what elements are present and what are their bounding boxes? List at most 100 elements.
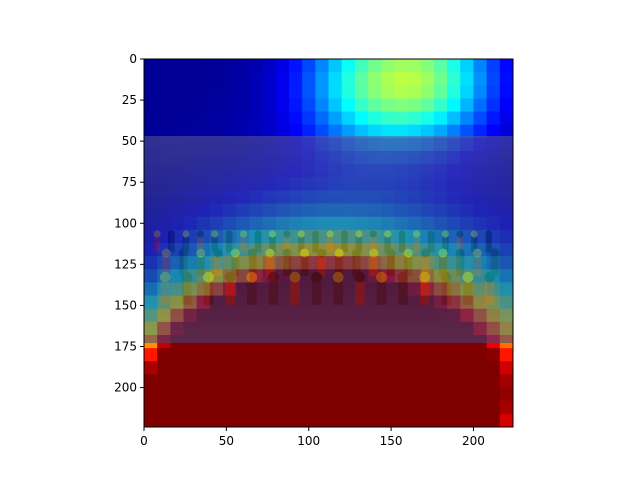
heatmap-cell bbox=[486, 111, 501, 126]
crowd-figure-body bbox=[421, 256, 430, 277]
heatmap-cell bbox=[209, 413, 224, 427]
heatmap-cell bbox=[381, 111, 395, 126]
heatmap-cell bbox=[236, 374, 251, 389]
crowd-figure-body bbox=[182, 236, 190, 253]
heatmap-cell bbox=[144, 98, 158, 113]
heatmap-cell bbox=[460, 348, 475, 362]
heatmap-cell bbox=[368, 374, 382, 389]
crowd-figure-body bbox=[240, 236, 247, 253]
crowd-figure-head bbox=[312, 230, 320, 238]
heatmap-cell bbox=[354, 98, 369, 113]
heatmap-cell bbox=[196, 72, 211, 86]
crowd-figure-head bbox=[254, 230, 262, 238]
crowd-figure-head bbox=[334, 248, 344, 258]
crowd-figure-head bbox=[283, 230, 291, 238]
heatmap-cell bbox=[288, 85, 303, 100]
heatmap-cell bbox=[407, 72, 422, 86]
crowd-figure-body bbox=[214, 256, 222, 277]
crowd-figure-body bbox=[427, 236, 435, 253]
heatmap-cell bbox=[368, 111, 382, 126]
heatmap-cell bbox=[315, 361, 330, 376]
crowd-figure-head bbox=[282, 248, 292, 258]
photo-overlay bbox=[144, 136, 513, 343]
heatmap-cell bbox=[341, 374, 356, 389]
heatmap-cell bbox=[381, 85, 395, 100]
crowd-figure-head bbox=[354, 271, 366, 283]
x-tick-label: 100 bbox=[297, 434, 320, 448]
heatmap-cell bbox=[381, 374, 395, 389]
heatmap-cell bbox=[394, 400, 409, 415]
heatmap-cell bbox=[433, 72, 448, 86]
heatmap-cell bbox=[328, 59, 343, 73]
heatmap-cell bbox=[420, 111, 435, 126]
heatmap-cell bbox=[302, 400, 316, 415]
crowd-figure-body bbox=[162, 256, 171, 277]
heatmap-cell bbox=[420, 59, 435, 73]
heatmap-cell bbox=[394, 72, 409, 86]
heatmap-cell bbox=[460, 387, 475, 402]
heatmap-cell bbox=[223, 400, 237, 415]
crowd-figure-body bbox=[254, 236, 262, 253]
heatmap-cell bbox=[183, 59, 198, 73]
heatmap-cell bbox=[170, 72, 185, 86]
heatmap-cell bbox=[236, 400, 251, 415]
heatmap-cell bbox=[144, 348, 158, 362]
heatmap-cell bbox=[447, 387, 461, 402]
heatmap-cell bbox=[223, 387, 237, 402]
heatmap-cell bbox=[315, 111, 330, 126]
heatmap-cell bbox=[249, 98, 264, 113]
heatmap-cell bbox=[460, 124, 475, 139]
heatmap-cell bbox=[341, 72, 356, 86]
heatmap-cell bbox=[381, 59, 395, 73]
heatmap-cell bbox=[341, 361, 356, 376]
crowd-figure-body bbox=[160, 280, 171, 305]
crowd-figure-head bbox=[332, 271, 344, 283]
heatmap-cell bbox=[196, 400, 211, 415]
heatmap-cell bbox=[460, 72, 475, 86]
crowd-figure-head bbox=[153, 230, 161, 238]
heatmap-cell bbox=[341, 124, 356, 139]
heatmap-cell bbox=[420, 413, 435, 427]
crowd-figure-head bbox=[268, 230, 276, 238]
heatmap-cell bbox=[262, 111, 277, 126]
heatmap-cell bbox=[236, 85, 251, 100]
heatmap-cell bbox=[368, 72, 382, 86]
crowd-figure-body bbox=[485, 236, 492, 253]
heatmap-cell bbox=[275, 98, 290, 113]
crowd-figure-body bbox=[413, 236, 420, 253]
crowd-figure-head bbox=[248, 248, 258, 258]
y-tick-label: 0 bbox=[129, 52, 137, 66]
crowd-figure-body bbox=[369, 256, 378, 277]
heatmap-cell bbox=[328, 413, 343, 427]
heatmap-cell bbox=[341, 98, 356, 113]
heatmap-cell bbox=[157, 98, 171, 113]
y-axis: 0 25 50 75 100 125 150 175 200 bbox=[114, 52, 144, 395]
crowd-figure-body bbox=[168, 236, 175, 253]
heatmap-cell bbox=[420, 98, 435, 113]
heatmap-cell bbox=[249, 361, 264, 376]
heatmap-cell bbox=[183, 98, 198, 113]
heatmap-cell bbox=[381, 348, 395, 362]
crowd-figure-head bbox=[441, 230, 449, 238]
heatmap-cell bbox=[170, 387, 185, 402]
heatmap-cell bbox=[288, 361, 303, 376]
heatmap-cell bbox=[407, 361, 422, 376]
heatmap-cell bbox=[315, 59, 330, 73]
crowd-figure-body bbox=[326, 236, 334, 253]
heatmap-cell bbox=[196, 85, 211, 100]
crowd-figure-head bbox=[484, 271, 495, 283]
heatmap-cell bbox=[499, 59, 513, 73]
heatmap-cell bbox=[460, 361, 475, 376]
crowd-figure-body bbox=[387, 256, 395, 277]
heatmap-cell bbox=[275, 59, 290, 73]
y-tick-label: 150 bbox=[114, 298, 137, 312]
heatmap-cell bbox=[368, 361, 382, 376]
heatmap-cell bbox=[420, 72, 435, 86]
heatmap-cell bbox=[183, 85, 198, 100]
crowd-figure-body bbox=[182, 280, 192, 305]
heatmap-cell bbox=[262, 98, 277, 113]
heatmap-cell bbox=[328, 98, 343, 113]
heatmap-cell bbox=[394, 348, 409, 362]
heatmap-cell bbox=[433, 374, 448, 389]
heatmap-cell bbox=[354, 374, 369, 389]
